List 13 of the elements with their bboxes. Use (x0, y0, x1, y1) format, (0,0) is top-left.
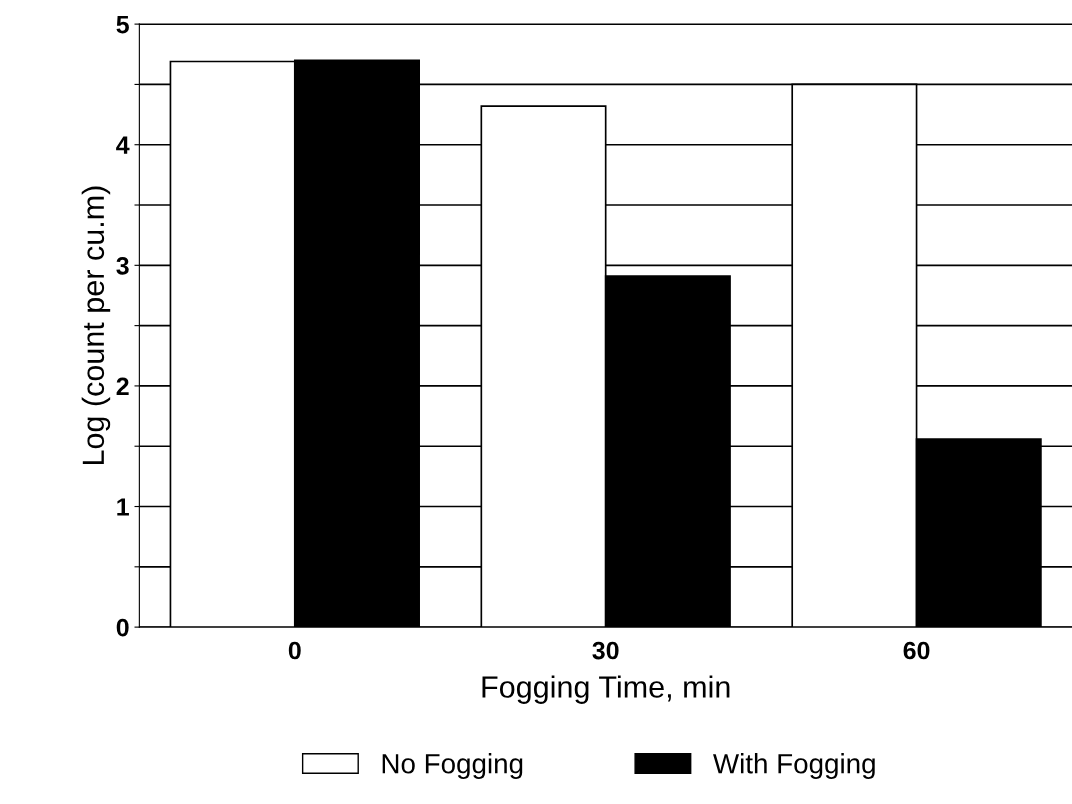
legend-label: With Fogging (713, 753, 875, 779)
y-tick-label: 2 (116, 377, 129, 395)
y-axis-title: Log (count per cu.m) (81, 186, 111, 465)
legend-label: No Fogging (382, 753, 523, 779)
x-tick-label: 60 (903, 641, 930, 660)
x-tick-label: 30 (592, 641, 619, 660)
y-tick-label: 1 (117, 498, 129, 516)
y-tick-label: 0 (116, 618, 129, 637)
y-tick-label: 5 (116, 15, 129, 34)
y-tick-label: 4 (116, 136, 130, 154)
x-axis-title: Fogging Time, min (482, 675, 730, 704)
y-tick-label: 3 (116, 256, 129, 275)
x-tick-label: 0 (288, 641, 301, 660)
